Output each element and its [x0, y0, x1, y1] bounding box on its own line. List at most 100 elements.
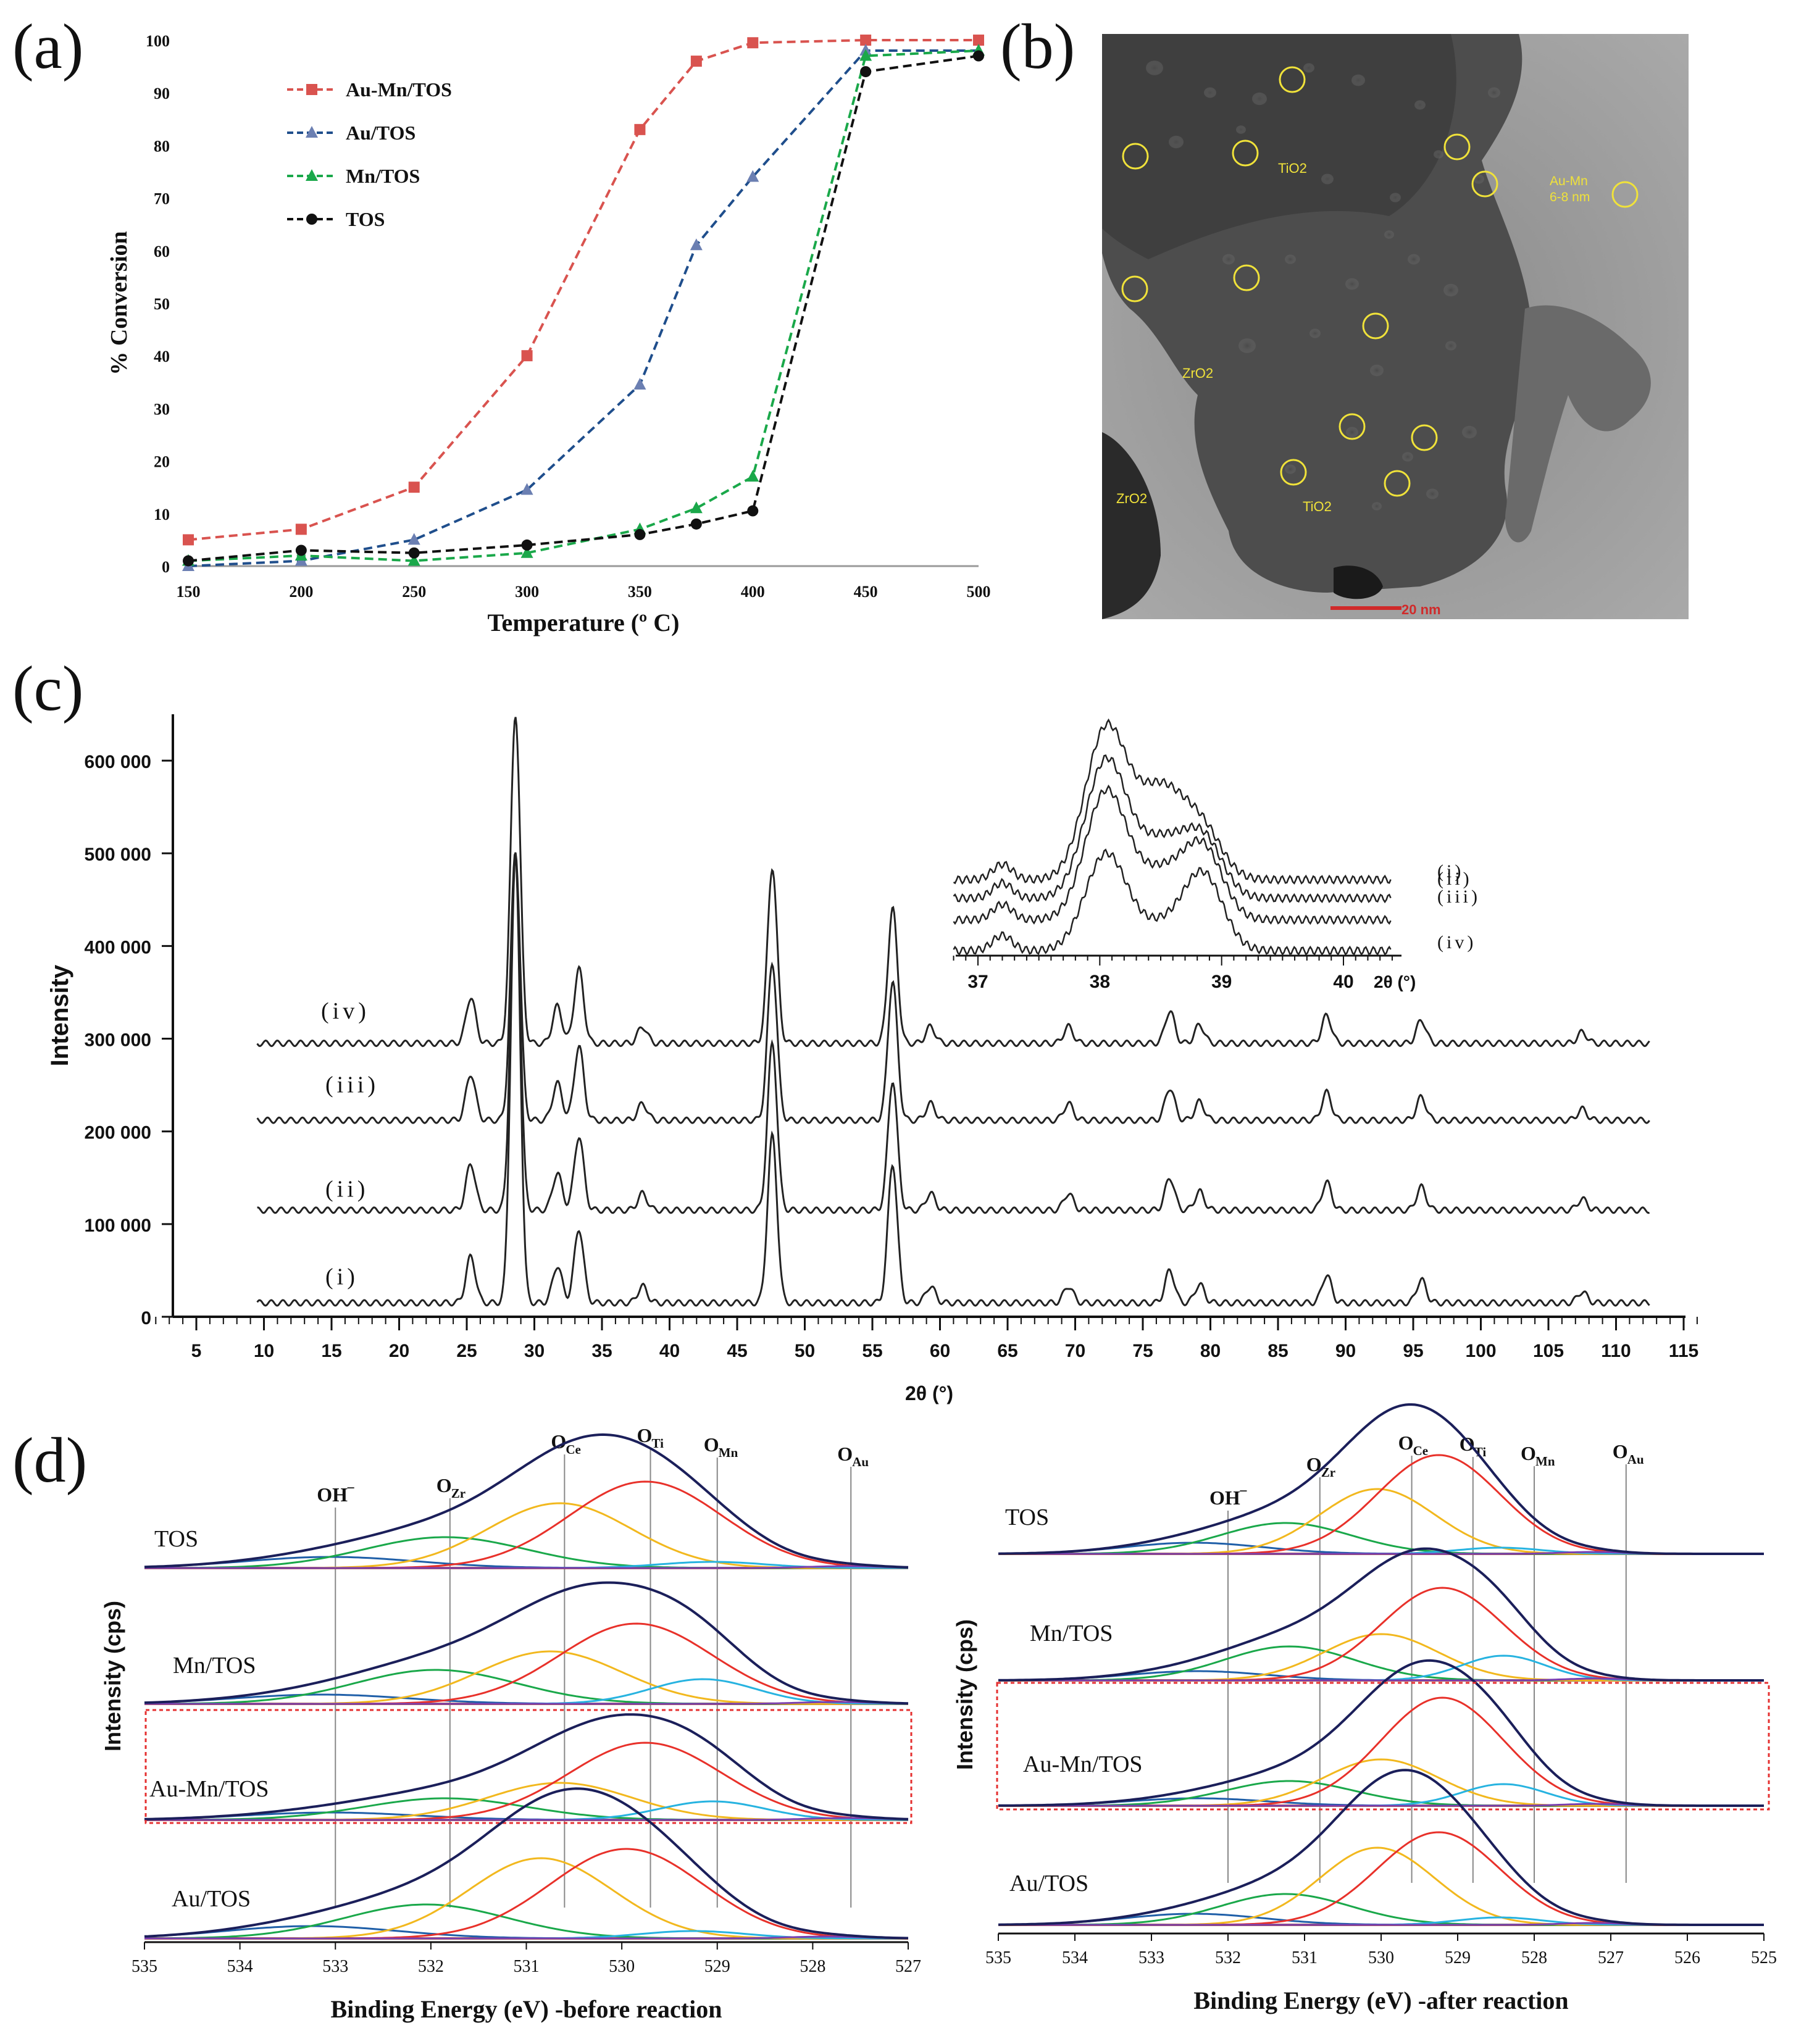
panel-label-d: (d) — [12, 1425, 87, 1496]
d-x-tick-label: 533 — [322, 1957, 348, 1976]
tem-label-tio2-bottom: TiO2 — [1303, 499, 1332, 514]
a-legend-label: Au-Mn/TOS — [346, 78, 452, 101]
a-x-tick-label: 250 — [402, 583, 426, 601]
tem-nanoparticle — [1309, 328, 1321, 338]
a-series-line — [188, 49, 979, 567]
d-x-tick-label: 531 — [1292, 1948, 1318, 1967]
c-x-tick-label: 75 — [1132, 1341, 1153, 1361]
a-data-point — [520, 483, 533, 495]
c-y-tick-label: 300 000 — [85, 1030, 151, 1051]
tem-upper-dark-region — [1102, 34, 1456, 259]
tem-nanoparticle — [1204, 87, 1216, 98]
c-x-tick-label: 95 — [1403, 1341, 1423, 1361]
c-x-tick-label: 30 — [524, 1341, 545, 1361]
d-component-curve — [144, 1480, 909, 1569]
d-component-label: O — [1398, 1432, 1414, 1454]
d-x-tick-label: 532 — [1215, 1948, 1241, 1967]
d-x-tick-label: 525 — [1751, 1948, 1777, 1967]
a-x-tick-label: 200 — [289, 583, 313, 601]
a-x-tick-label: 150 — [177, 583, 201, 601]
a-y-tick-label: 60 — [154, 243, 170, 261]
tem-label-tio2-top: TiO2 — [1278, 161, 1307, 176]
c-inset-series-label: (iii) — [1437, 886, 1481, 907]
c-x-tick-label: 70 — [1065, 1341, 1085, 1361]
c-y-tick-label: 200 000 — [85, 1123, 151, 1143]
a-x-axis-label: Temperature (º C) — [488, 609, 680, 636]
d-component-curve — [998, 1846, 1764, 1926]
tem-nanoparticle — [1285, 464, 1296, 474]
a-y-tick-label: 10 — [154, 506, 170, 524]
d-component-curve — [144, 1935, 909, 1940]
tem-label-zro2-middle: ZrO2 — [1182, 365, 1213, 381]
d-component-label: OH — [1209, 1487, 1240, 1509]
d-x-tick-label: 529 — [1445, 1948, 1471, 1967]
a-y-tick-label: 40 — [154, 348, 170, 365]
tem-nanoparticle — [1426, 488, 1439, 499]
a-data-point — [690, 501, 703, 514]
d-envelope-curve — [144, 1581, 909, 1705]
a-y-axis-label: % Conversion — [106, 231, 132, 375]
d-component-label-sub: Au — [1627, 1452, 1644, 1467]
tem-nanoparticle — [1222, 254, 1235, 265]
tem-nanoparticle — [1414, 100, 1426, 110]
d-component-curve — [998, 1522, 1764, 1555]
a-legend-label: Mn/TOS — [346, 165, 420, 187]
tem-nanoparticle — [1445, 341, 1456, 351]
tem-nanoparticle — [1390, 193, 1401, 202]
a-data-point — [634, 123, 646, 135]
d-component-label: O — [436, 1474, 452, 1496]
a-y-tick-label: 0 — [162, 558, 170, 576]
c-series-label: (iii) — [325, 1072, 379, 1098]
d-x-tick-label: 527 — [1598, 1948, 1624, 1967]
a-y-tick-label: 20 — [154, 453, 170, 471]
tem-marker-circle — [1233, 264, 1260, 291]
d-x-tick-label: 532 — [418, 1957, 444, 1976]
a-data-point — [408, 482, 420, 493]
a-x-tick-label: 400 — [741, 583, 765, 601]
tem-label-size-range: 6-8 nm — [1550, 190, 1590, 204]
d-sample-label: Au/TOS — [1009, 1871, 1088, 1896]
d-x-tick-label: 531 — [514, 1957, 540, 1976]
c-inset-series-label: (iv) — [1437, 932, 1476, 953]
tem-nanoparticle — [1488, 87, 1500, 98]
tem-nanoparticle — [1252, 92, 1267, 106]
tem-marker-circle — [1411, 424, 1438, 451]
d-envelope-curve — [144, 1433, 909, 1569]
d-x-tick-label: 528 — [800, 1957, 825, 1976]
a-data-point — [295, 524, 307, 535]
a-y-tick-label: 80 — [154, 137, 170, 155]
d-sample-label: TOS — [1005, 1504, 1049, 1530]
tem-nanoparticle — [1370, 364, 1384, 377]
a-data-point — [520, 546, 533, 558]
a-series-line — [188, 49, 979, 562]
d-x-axis-label: Binding Energy (eV) -after reaction — [1193, 1987, 1568, 2014]
c-series-line — [256, 852, 1650, 1124]
panel-b-tem-image: TiO2 ZrO2 ZrO2 TiO2 Au-Mn 6-8 nm 20 nm — [1102, 34, 1689, 619]
c-series-label: (iv) — [321, 998, 370, 1024]
a-data-point — [973, 50, 984, 62]
d-component-label: O — [837, 1443, 853, 1465]
tem-nanoparticle — [1236, 125, 1246, 134]
c-inset-axis-label: 2θ (°) — [1374, 972, 1416, 991]
tem-label-zro2-bottom: ZrO2 — [1116, 491, 1147, 506]
a-data-point — [295, 544, 307, 556]
c-inset-series-line — [953, 848, 1392, 956]
panel-d-left-xps-before: 535 534 533 532 531 530 529 528 527 Binding Energ… — [100, 1424, 921, 2023]
a-data-point — [690, 56, 702, 67]
c-x-tick-label: 25 — [456, 1341, 477, 1361]
c-x-tick-label: 80 — [1200, 1341, 1221, 1361]
tem-nanoparticle — [1346, 427, 1358, 438]
a-data-point — [407, 533, 420, 545]
c-series-label: (ii) — [325, 1176, 369, 1202]
d-component-label-sup: − — [346, 1480, 355, 1496]
d-x-tick-label: 528 — [1521, 1948, 1547, 1967]
c-x-tick-label: 45 — [727, 1341, 747, 1361]
d-component-label-sub: Ti — [1474, 1445, 1487, 1459]
a-legend-label: TOS — [346, 208, 385, 230]
tem-nanoparticle — [1146, 60, 1163, 75]
a-y-tick-label: 90 — [154, 85, 170, 102]
d-component-label: O — [1521, 1442, 1536, 1464]
c-y-tick-label: 100 000 — [85, 1216, 151, 1236]
tem-nanoparticle — [1462, 425, 1477, 439]
d-component-label: O — [1613, 1440, 1628, 1462]
